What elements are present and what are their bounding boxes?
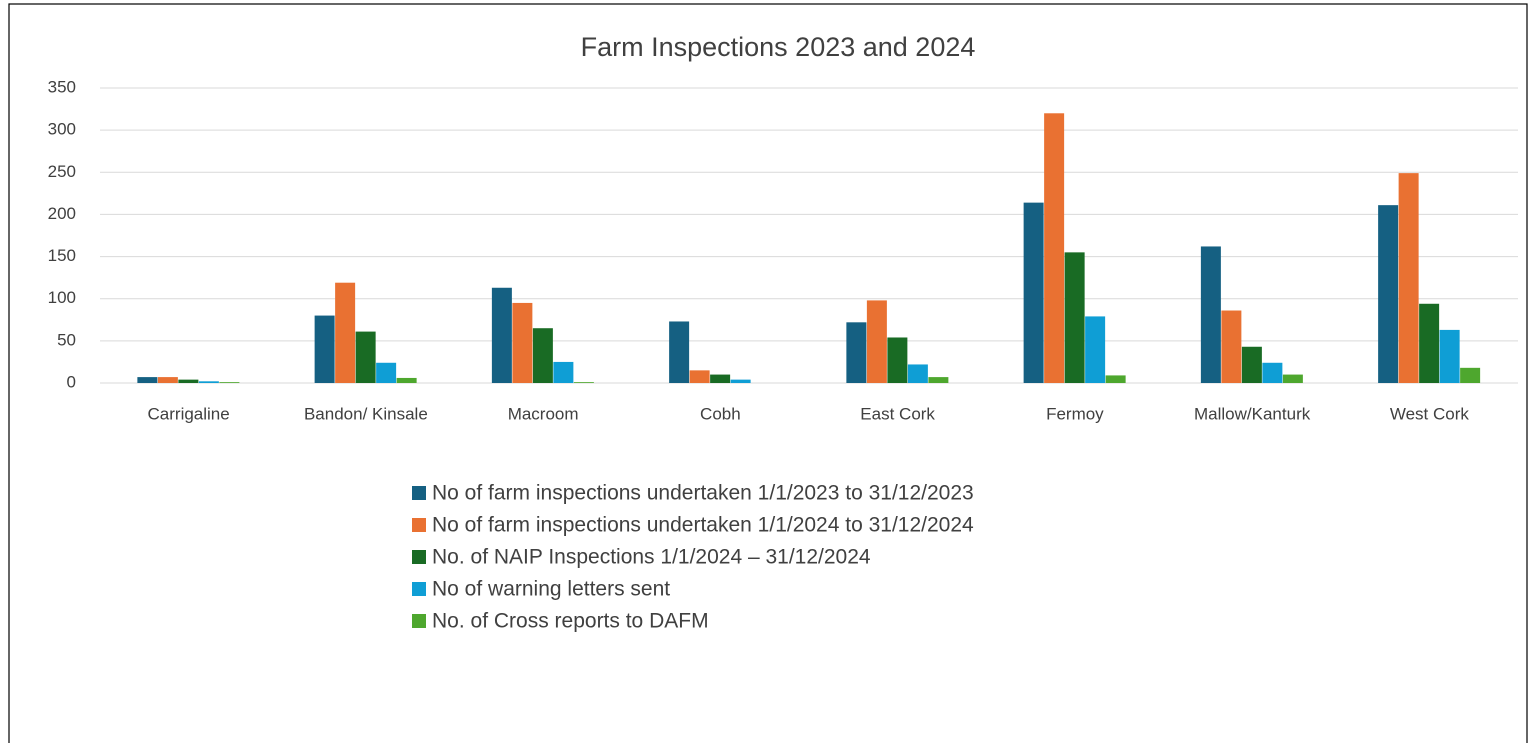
bar — [157, 377, 178, 383]
bar — [1023, 202, 1044, 383]
x-tick-label: East Cork — [860, 404, 935, 423]
legend-swatch — [412, 518, 426, 532]
y-tick-label: 50 — [57, 330, 76, 349]
bar — [1378, 205, 1399, 383]
y-tick-label: 300 — [48, 120, 76, 139]
bar — [1460, 367, 1481, 383]
x-tick-label: Mallow/Kanturk — [1194, 404, 1311, 423]
chart-title: Farm Inspections 2023 and 2024 — [581, 32, 976, 62]
bar — [219, 382, 240, 383]
legend-label: No of farm inspections undertaken 1/1/20… — [432, 482, 974, 505]
legend-swatch — [412, 582, 426, 596]
bar — [1282, 374, 1303, 383]
bar — [1241, 346, 1262, 383]
bar — [730, 379, 751, 383]
bar — [689, 370, 710, 383]
bar — [532, 328, 553, 383]
y-tick-label: 100 — [48, 288, 76, 307]
x-tick-label: West Cork — [1390, 404, 1470, 423]
legend-swatch — [412, 614, 426, 628]
bar — [376, 362, 397, 383]
x-tick-label: Cobh — [700, 404, 741, 423]
bar — [887, 337, 908, 383]
bar — [1064, 252, 1085, 383]
bar — [1085, 316, 1106, 383]
bar — [1105, 375, 1126, 383]
bar — [866, 300, 887, 383]
bar — [1262, 362, 1283, 383]
bar — [710, 374, 731, 383]
legend-swatch — [412, 550, 426, 564]
bar — [573, 382, 594, 383]
bar — [553, 361, 574, 383]
legend-swatch — [412, 486, 426, 500]
bar — [1419, 303, 1440, 383]
bar — [396, 377, 417, 383]
bar — [1439, 329, 1460, 383]
legend-label: No. of Cross reports to DAFM — [432, 610, 709, 633]
y-tick-label: 350 — [48, 77, 76, 96]
bar — [335, 282, 356, 383]
y-tick-label: 250 — [48, 162, 76, 181]
bar — [928, 377, 949, 383]
legend-label: No of warning letters sent — [432, 578, 670, 601]
bar — [491, 287, 512, 383]
chart-frame — [8, 3, 1528, 743]
legend-label: No. of NAIP Inspections 1/1/2024 – 31/12… — [432, 546, 871, 569]
bar — [198, 381, 219, 383]
bar — [355, 331, 376, 383]
bar — [314, 315, 335, 383]
bar — [1221, 310, 1242, 383]
bar — [846, 322, 867, 383]
y-tick-label: 150 — [48, 246, 76, 265]
bar — [137, 377, 158, 383]
bar — [907, 364, 928, 383]
bar — [1200, 246, 1221, 383]
legend-label: No of farm inspections undertaken 1/1/20… — [432, 514, 974, 537]
x-tick-label: Bandon/ Kinsale — [304, 404, 428, 423]
bar — [669, 321, 690, 383]
bar — [1398, 173, 1419, 383]
x-tick-label: Fermoy — [1046, 404, 1104, 423]
x-tick-label: Carrigaline — [148, 404, 230, 423]
y-tick-label: 200 — [48, 204, 76, 223]
bar — [512, 302, 533, 383]
bar — [178, 379, 199, 383]
y-tick-label: 0 — [67, 372, 76, 391]
bar — [1044, 113, 1065, 384]
x-tick-label: Macroom — [508, 404, 579, 423]
